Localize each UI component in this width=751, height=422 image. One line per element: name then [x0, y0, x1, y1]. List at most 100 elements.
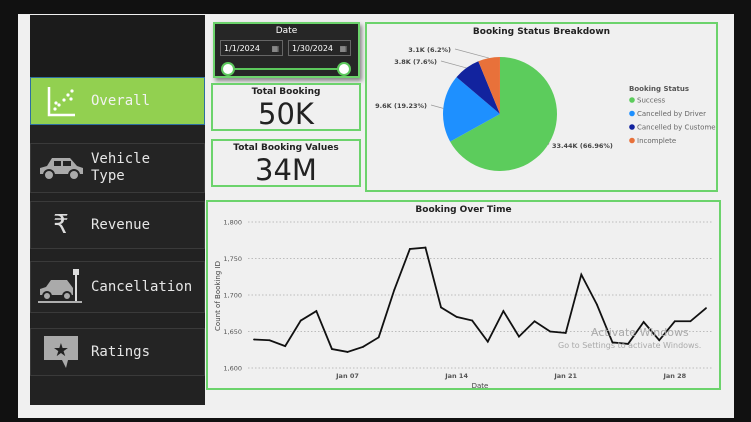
pie-slice-incomplete — [478, 57, 500, 114]
legend-marker — [629, 137, 635, 144]
nav-label: Overall — [91, 92, 151, 109]
pie-slice-success — [450, 57, 557, 171]
legend-marker — [629, 124, 635, 130]
y-tick-label: 1,750 — [223, 255, 242, 263]
kpi-value: 34M — [255, 153, 317, 187]
data-point — [253, 338, 255, 341]
pie-slice-cancelled-by-customer — [456, 61, 500, 114]
legend-marker — [629, 97, 635, 103]
car-crash-icon — [31, 267, 91, 307]
nav-label: Revenue — [91, 216, 151, 233]
data-point — [533, 320, 536, 323]
nav-label: Cancellation — [91, 278, 193, 295]
leader-line — [454, 48, 490, 59]
nav-overall[interactable]: Overall — [30, 77, 205, 125]
leader-line — [440, 60, 467, 69]
data-point — [471, 319, 474, 322]
chart-title: Booking Over Time — [415, 205, 512, 215]
series-line — [253, 246, 707, 353]
data-point — [564, 332, 567, 334]
legend-label: Cancelled by Customer — [637, 124, 716, 132]
calendar-icon: ▦ — [271, 43, 279, 53]
pie-chart-card: Booking Status Breakdown 33.44K (66.96%)… — [365, 22, 718, 192]
date-slicer-title: Date — [275, 26, 298, 36]
data-label: 3.8K (7.6%) — [394, 58, 437, 66]
watermark-line1: Activate Windows — [591, 326, 689, 339]
line-chart-card: Booking Over Time 1,600 1,650 1,700 1,750 1,… — [206, 200, 721, 390]
legend-marker — [629, 110, 635, 117]
data-point — [315, 310, 318, 312]
kpi-total-booking: Total Booking 50K — [211, 83, 361, 131]
data-point — [455, 316, 458, 318]
legend-label: Success — [637, 97, 666, 105]
scatter-chart-icon — [31, 85, 91, 117]
data-point — [705, 307, 707, 310]
legend-label: Incomplete — [637, 137, 676, 145]
watermark-line2: Go to Settings to activate Windows. — [558, 341, 702, 350]
date-slicer: Date 1/1/2024 ▦ 1/30/2024 ▦ — [213, 22, 360, 78]
car-icon — [31, 154, 91, 182]
y-axis-label: Count of Booking ID — [214, 261, 222, 331]
data-point — [486, 340, 489, 343]
svg-text:★: ★ — [53, 340, 69, 361]
data-point — [268, 339, 271, 342]
data-point — [595, 303, 598, 306]
kpi-title: Total Booking — [251, 87, 321, 97]
logo-area — [30, 15, 205, 77]
data-point — [627, 343, 629, 345]
data-label: 9.6K (19.23%) — [375, 102, 427, 110]
data-point — [408, 248, 411, 250]
data-point — [299, 319, 302, 322]
date-range-track — [227, 68, 345, 70]
y-tick-label: 1,800 — [223, 219, 242, 227]
start-date-input[interactable]: 1/1/2024 ▦ — [220, 40, 283, 56]
data-point — [502, 310, 505, 312]
data-point — [393, 288, 396, 291]
chart-title: Booking Status Breakdown — [472, 27, 611, 37]
data-point — [346, 351, 349, 353]
calendar-icon: ▦ — [339, 43, 347, 53]
leader-line — [430, 104, 444, 109]
rupee-icon: ₹ — [53, 210, 69, 240]
legend-title: Booking Status — [629, 85, 689, 93]
data-point — [362, 345, 365, 348]
data-point — [331, 348, 333, 350]
x-tick-label: Jan 14 — [444, 372, 468, 380]
nav-vehicle-type[interactable]: Vehicle Type — [30, 143, 205, 193]
data-point — [284, 345, 287, 347]
y-tick-label: 1,650 — [223, 328, 242, 336]
kpi-title: Total Booking Values — [233, 143, 339, 153]
nav-ratings[interactable]: ★ Ratings — [30, 328, 205, 376]
data-label: 3.1K (6.2%) — [408, 46, 451, 54]
data-point — [424, 246, 427, 249]
y-tick-label: 1,700 — [223, 292, 242, 300]
end-date-input[interactable]: 1/30/2024 ▦ — [288, 40, 351, 56]
y-tick-label: 1,600 — [223, 365, 242, 373]
data-point — [549, 330, 552, 333]
nav-label: Vehicle Type — [91, 151, 151, 184]
data-point — [440, 306, 442, 309]
data-label: 33.44K (66.96%) — [552, 142, 613, 150]
nav-label: Ratings — [91, 343, 151, 360]
star-speech-icon: ★ — [31, 334, 91, 370]
data-point — [689, 320, 692, 323]
start-date-value: 1/1/2024 — [224, 43, 260, 53]
date-range-end-handle[interactable] — [337, 62, 351, 76]
date-range-start-handle[interactable] — [221, 62, 235, 76]
data-point — [642, 321, 645, 323]
legend-label: Cancelled by Driver — [637, 110, 706, 118]
sidebar: Overall Vehicle Type ₹ Revenue Cancellat… — [30, 15, 205, 405]
x-tick-label: Jan 07 — [335, 372, 359, 380]
data-point — [658, 339, 661, 342]
data-point — [518, 335, 520, 338]
x-tick-label: Jan 21 — [553, 372, 577, 380]
pie-slice-cancelled-by-driver — [443, 77, 500, 142]
end-date-value: 1/30/2024 — [292, 43, 334, 53]
nav-cancellation[interactable]: Cancellation — [30, 261, 205, 313]
nav-revenue[interactable]: ₹ Revenue — [30, 201, 205, 249]
x-tick-label: Jan 28 — [662, 372, 686, 380]
line-chart: 1,600 1,650 1,700 1,750 1,800 Jan 07 Jan 14 Jan… — [214, 219, 713, 388]
leader-line — [547, 142, 550, 146]
pie-chart: 33.44K (66.96%) 9.6K (19.23%) 3.8K (7.6%) 3… — [375, 46, 716, 171]
data-point — [611, 341, 614, 344]
